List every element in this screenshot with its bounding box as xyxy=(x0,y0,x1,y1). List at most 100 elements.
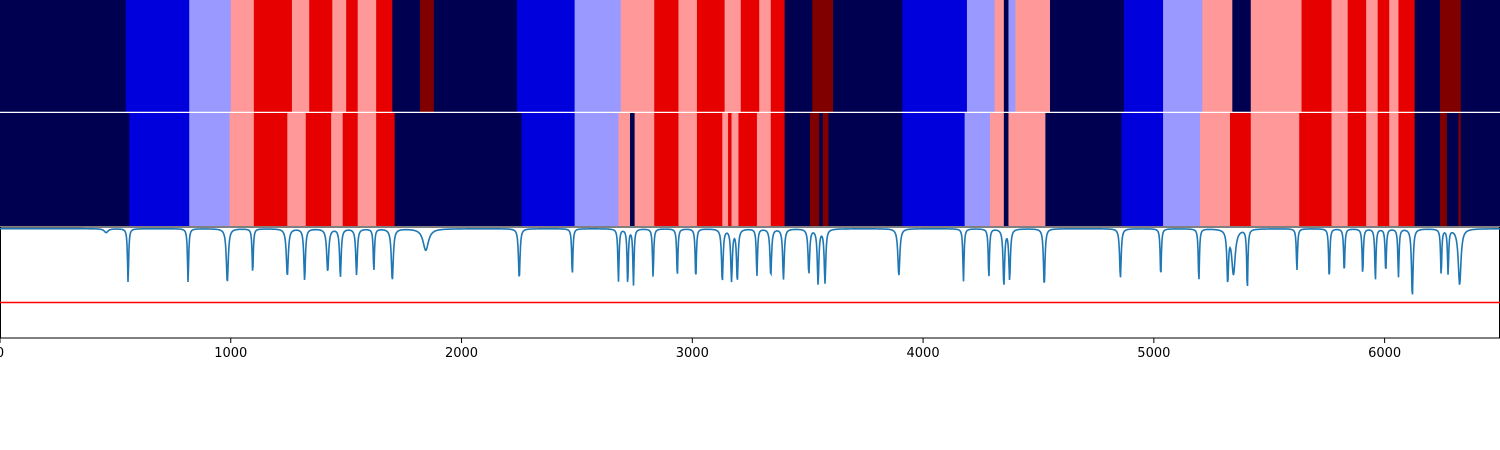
bottom-segmentation-segment xyxy=(819,113,824,226)
bottom-segmentation-segment xyxy=(1347,113,1367,226)
top-segmentation-segment xyxy=(902,0,968,112)
bottom-segmentation-segment xyxy=(1250,113,1300,226)
bottom-segmentation-segment xyxy=(305,113,332,226)
top-segmentation-segment xyxy=(291,0,310,112)
top-segmentation-segment xyxy=(309,0,333,112)
bottom-segmentation-segment xyxy=(618,113,631,226)
bottom-segmentation-segment xyxy=(1414,113,1441,226)
top-segmentation-segment xyxy=(1460,0,1500,112)
bottom-segmentation-segment xyxy=(394,113,522,226)
bottom-segmentation-segment xyxy=(810,113,820,226)
top-segmentation-band xyxy=(0,0,1500,112)
top-segmentation-segment xyxy=(1163,0,1203,112)
bottom-segmentation-segment xyxy=(357,113,377,226)
x-tick-label: 2000 xyxy=(445,346,478,361)
bottom-segmentation-segment xyxy=(964,113,991,226)
bottom-segmentation-segment xyxy=(822,113,829,226)
top-segmentation-segment xyxy=(1008,0,1016,112)
top-segmentation-segment xyxy=(574,0,622,112)
bottom-segmentation-segment xyxy=(1121,113,1164,226)
bottom-segmentation-segment xyxy=(678,113,698,226)
top-segmentation-segment xyxy=(740,0,760,112)
bottom-segmentation-segment xyxy=(722,113,729,226)
top-segmentation-segment xyxy=(1440,0,1462,112)
bottom-segmentation-segment xyxy=(654,113,679,226)
top-segmentation-segment xyxy=(1377,0,1390,112)
top-segmentation-segment xyxy=(966,0,996,112)
top-segmentation-segment xyxy=(770,0,786,112)
bottom-segmentation-segment xyxy=(1460,113,1500,226)
top-segmentation-segment xyxy=(1202,0,1233,112)
bottom-segmentation-segment xyxy=(828,113,903,226)
top-segmentation-segment xyxy=(433,0,518,112)
top-segmentation-segment xyxy=(392,0,421,112)
top-segmentation-segment xyxy=(1050,0,1125,112)
bottom-segmentation-segment xyxy=(696,113,723,226)
top-segmentation-segment xyxy=(654,0,679,112)
bottom-segmentation-segment xyxy=(1377,113,1390,226)
top-segmentation-segment xyxy=(1015,0,1051,112)
top-segmentation-segment xyxy=(516,0,576,112)
bottom-segmentation-segment xyxy=(1163,113,1201,226)
bottom-segmentation-segment xyxy=(902,113,966,226)
bottom-segmentation-segment xyxy=(0,113,130,226)
top-segmentation-segment xyxy=(125,0,190,112)
bottom-segmentation-segment xyxy=(253,113,288,226)
top-segmentation-segment xyxy=(784,0,813,112)
bottom-segmentation-segment xyxy=(990,113,1005,226)
signal-panel xyxy=(0,226,1500,339)
top-segmentation-segment xyxy=(1347,0,1367,112)
top-segmentation-segment xyxy=(1398,0,1416,112)
top-segmentation-segment xyxy=(833,0,903,112)
x-tick-label: 3000 xyxy=(676,346,709,361)
x-tick-label: 4000 xyxy=(907,346,940,361)
top-segmentation-segment xyxy=(420,0,435,112)
bottom-segmentation-segment xyxy=(1440,113,1448,226)
bottom-segmentation-segment xyxy=(1045,113,1122,226)
bottom-segmentation-segment xyxy=(1389,113,1399,226)
signal-panel-frame xyxy=(0,226,1500,339)
bottom-segmentation-segment xyxy=(728,113,732,226)
x-axis: 0 1000 2000 3000 4000 5000 6000 xyxy=(0,338,1401,361)
bottom-segmentation-segment xyxy=(521,113,576,226)
top-segmentation-segment xyxy=(346,0,359,112)
top-segmentation-segment xyxy=(1250,0,1302,112)
top-segmentation-segment xyxy=(1366,0,1379,112)
x-tick-label: 5000 xyxy=(1137,346,1170,361)
top-segmentation-segment xyxy=(1301,0,1332,112)
bottom-segmentation-segment xyxy=(129,113,190,226)
bottom-segmentation-segment xyxy=(189,113,231,226)
bottom-segmentation-segment xyxy=(634,113,655,226)
top-segmentation-segment xyxy=(678,0,698,112)
top-segmentation-segment xyxy=(230,0,255,112)
bottom-segmentation-segment xyxy=(574,113,619,226)
top-segmentation-segment xyxy=(1389,0,1399,112)
bottom-segmentation-segment xyxy=(1200,113,1231,226)
bottom-segmentation-segment xyxy=(1366,113,1379,226)
top-segmentation-segment xyxy=(376,0,393,112)
bottom-segmentation-segment xyxy=(1458,113,1462,226)
bottom-segmentation-segment xyxy=(229,113,255,226)
x-tick-label: 1000 xyxy=(214,346,247,361)
bottom-segmentation-segment xyxy=(331,113,344,226)
bottom-segmentation-segment xyxy=(1331,113,1349,226)
x-tick-label: 0 xyxy=(0,346,4,361)
top-segmentation-segment xyxy=(189,0,232,112)
bottom-segmentation-segment xyxy=(1446,113,1459,226)
bottom-segmentation-segment xyxy=(342,113,359,226)
bottom-segmentation-segment xyxy=(1003,113,1009,226)
bottom-segmentation-segment xyxy=(1398,113,1416,226)
bottom-segmentation-segment xyxy=(731,113,739,226)
top-segmentation-segment xyxy=(759,0,772,112)
top-segmentation-segment xyxy=(1123,0,1164,112)
top-segmentation-segment xyxy=(253,0,293,112)
top-segmentation-segment xyxy=(812,0,834,112)
top-segmentation-segment xyxy=(620,0,655,112)
bottom-segmentation-segment xyxy=(630,113,636,226)
bottom-segmentation-segment xyxy=(1230,113,1252,226)
top-segmentation-segment xyxy=(696,0,726,112)
bottom-segmentation-segment xyxy=(376,113,396,226)
bottom-segmentation-segment xyxy=(756,113,772,226)
signal-line xyxy=(0,227,1500,295)
